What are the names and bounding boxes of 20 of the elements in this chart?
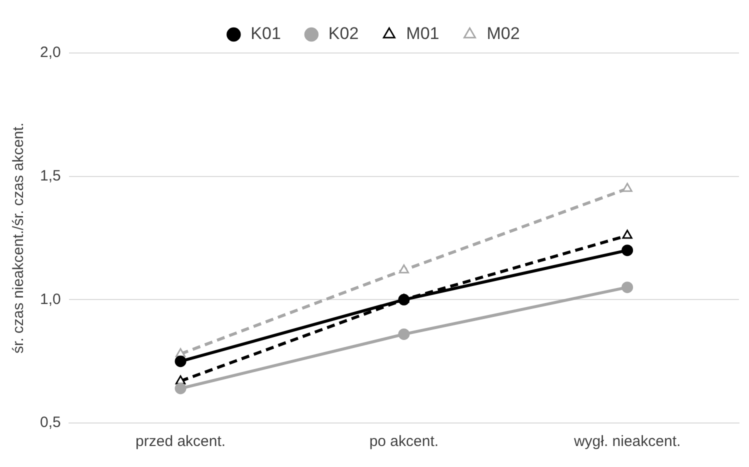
legend-label: K01 [250,24,281,44]
legend-label: M02 [486,24,520,44]
x-tick-label: po akcent. [369,433,439,450]
x-tick-label: wygł. nieakcent. [572,433,681,450]
legend-label: M01 [406,24,440,44]
x-tick-label: przed akcent. [136,433,226,450]
point [174,356,186,368]
y-tick-label: 1,0 [40,290,61,308]
point [398,264,410,274]
point [398,328,410,340]
point [174,382,186,394]
point [622,230,632,239]
point [622,282,634,294]
y-tick-label: 1,5 [40,167,61,184]
y-tick-label: 0,5 [40,414,61,432]
legend-label: K02 [328,24,359,44]
y-tick-label: 2,0 [40,44,61,62]
point [622,182,632,192]
y-axis-title: śr. czas nieakcent./śr. czas akcent. [10,122,28,354]
point [622,244,634,256]
